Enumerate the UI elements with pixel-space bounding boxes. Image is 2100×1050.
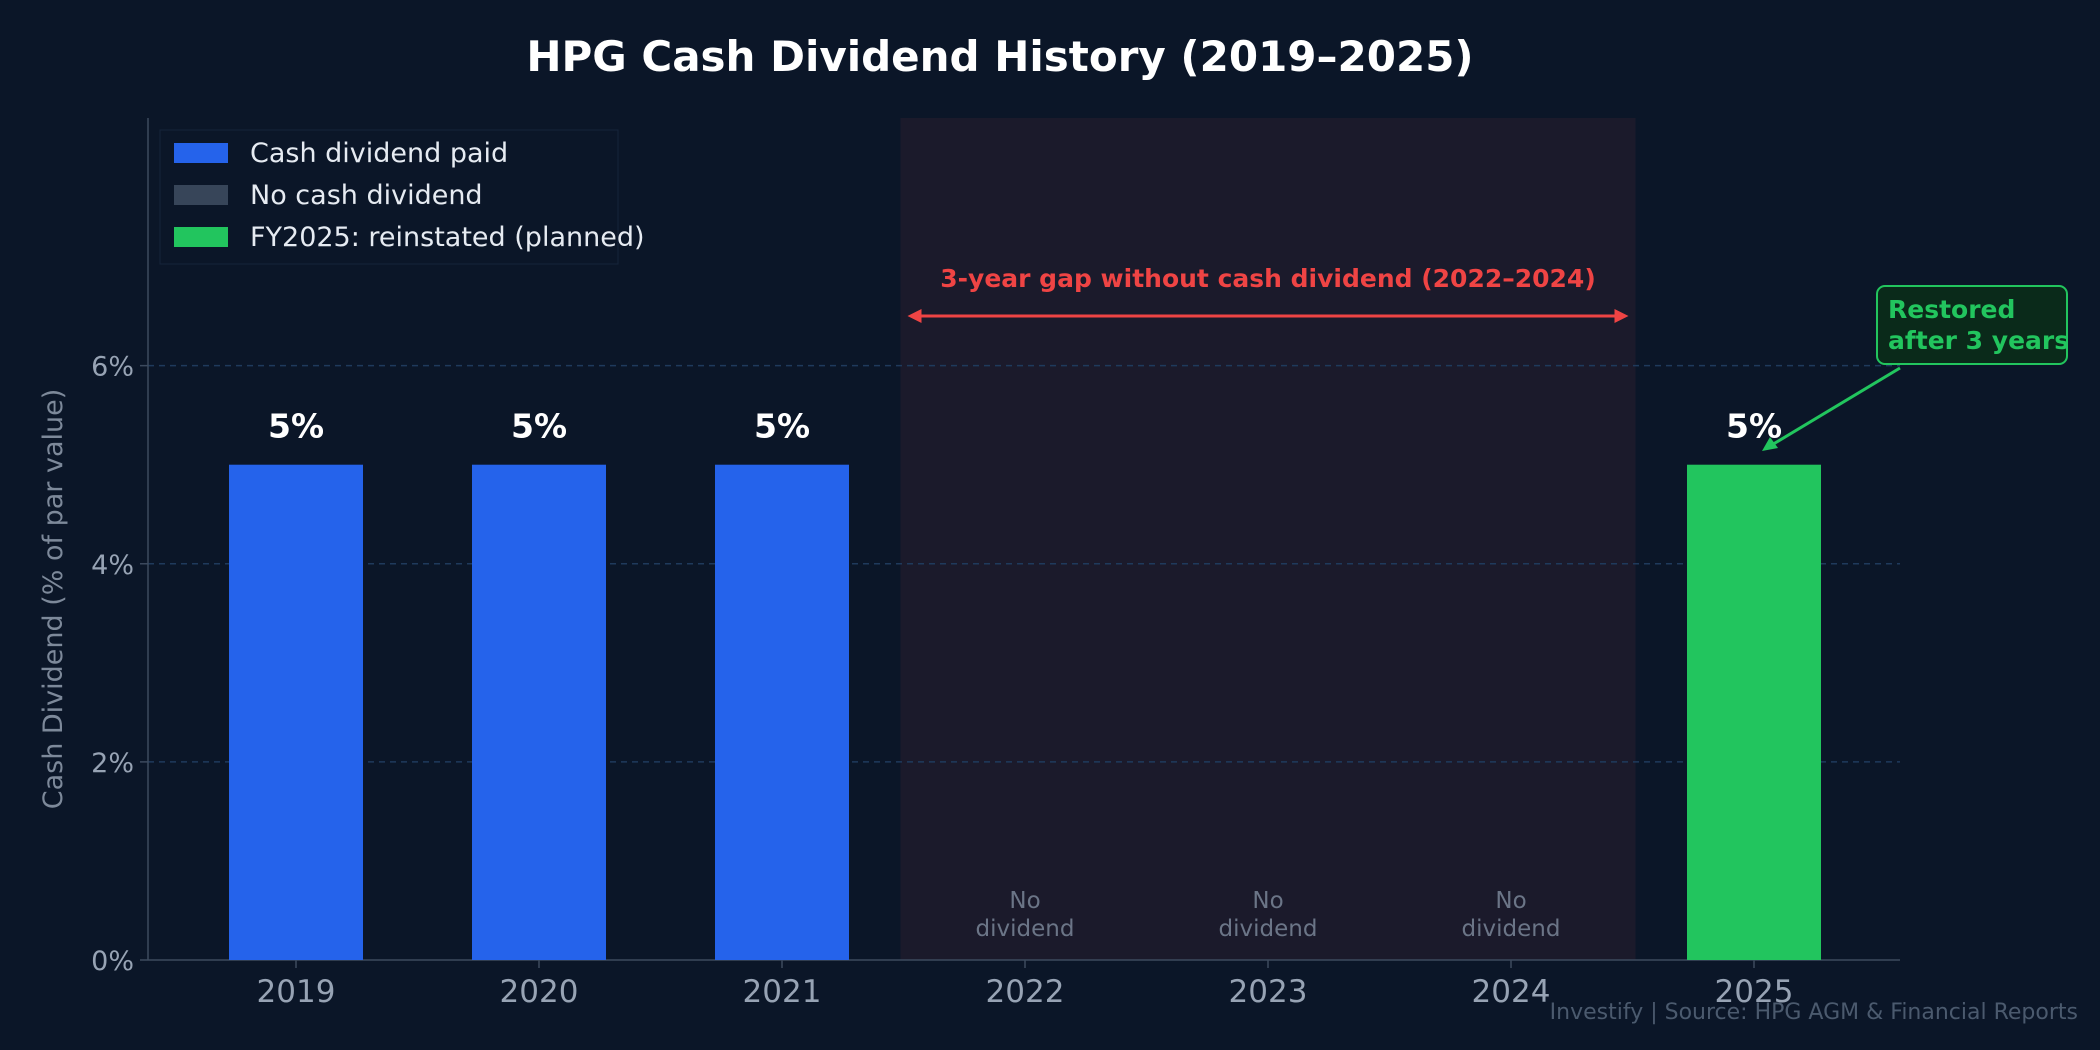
callout-box xyxy=(1876,285,2068,365)
legend-swatch-none xyxy=(174,185,228,205)
value-label-2019: 5% xyxy=(268,407,324,446)
no-dividend-label-2022: No xyxy=(1009,888,1040,914)
callout-arrow-head xyxy=(1762,437,1778,451)
value-label-2021: 5% xyxy=(754,407,810,446)
x-tick-label-2024: 2024 xyxy=(1472,974,1551,1010)
no-dividend-label-2023: No xyxy=(1252,888,1283,914)
x-tick-label-2022: 2022 xyxy=(986,974,1065,1010)
chart-title: HPG Cash Dividend History (2019–2025) xyxy=(526,32,1474,81)
legend-swatch-paid xyxy=(174,143,228,163)
bar-2025 xyxy=(1687,464,1821,960)
legend-box xyxy=(159,129,619,265)
bar-2019 xyxy=(229,464,363,960)
value-label-2025: 5% xyxy=(1726,407,1782,446)
x-tick-label-2021: 2021 xyxy=(743,974,822,1010)
y-tick-label: 0% xyxy=(91,946,134,977)
value-label-2020: 5% xyxy=(511,407,567,446)
legend-label-reinstated: FY2025: reinstated (planned) xyxy=(250,222,645,253)
bar-2020 xyxy=(472,464,606,960)
legend-label-none: No cash dividend xyxy=(250,180,483,211)
no-dividend-label-2023: dividend xyxy=(1219,916,1318,942)
y-tick-label: 2% xyxy=(91,748,134,779)
callout-arrow xyxy=(1769,366,1901,448)
x-tick-label-2023: 2023 xyxy=(1229,974,1308,1010)
gap-shaded-region xyxy=(900,118,1636,960)
gap-annotation: 3-year gap without cash dividend (2022–2… xyxy=(940,264,1596,293)
no-dividend-label-2022: dividend xyxy=(976,916,1075,942)
no-dividend-label-2024: No xyxy=(1495,888,1526,914)
y-axis-label: Cash Dividend (% of par value) xyxy=(38,389,69,810)
x-tick-label-2020: 2020 xyxy=(500,974,579,1010)
gap-arrow-head-left xyxy=(907,309,922,323)
bar-2021 xyxy=(715,464,849,960)
legend-label-paid: Cash dividend paid xyxy=(250,138,508,169)
y-tick-label: 6% xyxy=(91,352,134,383)
y-tick-label: 4% xyxy=(91,550,134,581)
source-note: Investify | Source: HPG AGM & Financial … xyxy=(1549,1000,2078,1025)
callout-text: after 3 years xyxy=(1888,326,2069,355)
no-dividend-label-2024: dividend xyxy=(1462,916,1561,942)
x-tick-label-2025: 2025 xyxy=(1715,974,1794,1010)
x-tick-label-2019: 2019 xyxy=(257,974,336,1010)
gap-arrow-head-right xyxy=(1614,309,1629,323)
callout-text: Restored xyxy=(1888,295,2015,324)
legend-swatch-reinstated xyxy=(174,227,228,247)
